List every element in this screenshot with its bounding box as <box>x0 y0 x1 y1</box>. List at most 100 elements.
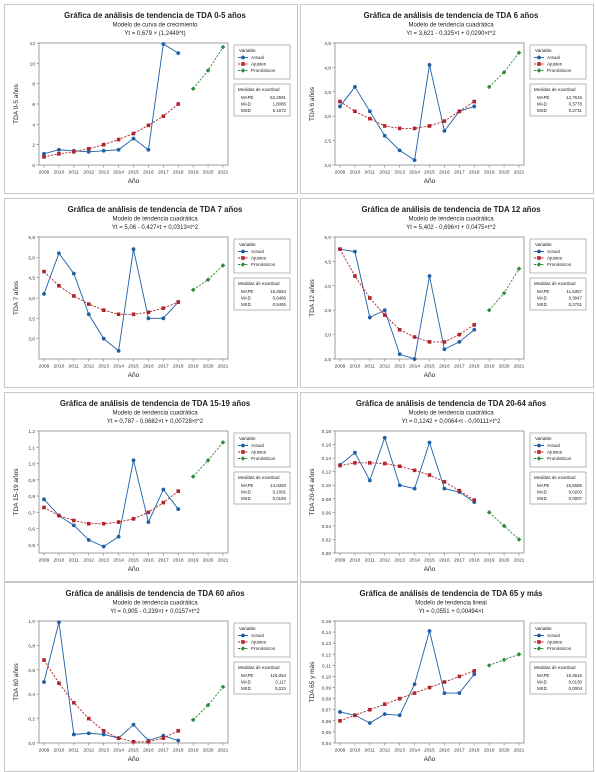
x-tick-label: 2014 <box>113 170 124 176</box>
x-tick-label: 2021 <box>514 364 525 370</box>
chart-panel: Gráfica de análisis de tendencia de TDA … <box>300 392 594 582</box>
accuracy-measures: Medidas de exactitud MAPE 14,0383 MAD 0,1001… <box>233 471 291 505</box>
y-tick-label: 0,04 <box>322 524 332 530</box>
y-tick-label: 2,0 <box>324 163 331 169</box>
data-point <box>412 691 417 695</box>
data-point <box>412 357 417 361</box>
data-point <box>353 249 357 254</box>
model-equation: Yt = 0,679 × (1,2449^t) <box>124 31 185 37</box>
x-tick-label: 2013 <box>98 748 109 754</box>
data-point <box>427 473 432 477</box>
accuracy-metric: MAD <box>241 102 251 107</box>
x-tick-label: 2015 <box>128 748 139 754</box>
x-tick-label: 2020 <box>499 364 510 370</box>
accuracy-frame <box>233 661 291 695</box>
data-point <box>42 292 46 296</box>
fits-series <box>42 102 181 159</box>
x-tick-label: 2018 <box>469 748 480 754</box>
series-line <box>43 103 179 158</box>
legend-item-label: Pronósticos <box>251 456 276 461</box>
data-point <box>472 672 477 677</box>
y-tick-label: 4,0 <box>28 296 35 302</box>
legend-marker <box>241 633 245 638</box>
data-point <box>101 521 106 526</box>
x-tick-label: 2016 <box>439 364 450 370</box>
x-tick-label: 2014 <box>409 170 420 176</box>
actual-series <box>338 435 477 505</box>
x-tick-label: 2013 <box>394 558 405 564</box>
x-tick-label: 2021 <box>218 170 229 176</box>
data-point <box>442 680 447 684</box>
x-axis-label: Año <box>128 756 140 763</box>
data-point <box>190 86 196 92</box>
x-tick-label: 2014 <box>113 364 124 370</box>
y-tick-label: 0,12 <box>322 652 332 658</box>
data-point <box>190 717 196 723</box>
data-point <box>146 147 151 152</box>
y-tick-label: 0,06 <box>322 719 332 725</box>
y-axis-label: TDA 20-64 años <box>309 468 316 516</box>
y-tick-label: 5,0 <box>324 235 331 241</box>
actual-series <box>338 629 477 725</box>
data-point <box>116 534 121 539</box>
data-point <box>57 251 61 256</box>
data-point <box>131 131 136 136</box>
accuracy-metric: MAD <box>537 102 547 107</box>
data-point <box>71 523 76 528</box>
x-tick-label: 2012 <box>379 748 390 754</box>
data-point <box>338 247 342 251</box>
x-tick-label: 2011 <box>69 748 80 754</box>
data-point <box>190 474 196 479</box>
x-tick-label: 2010 <box>350 364 361 370</box>
series-line <box>192 686 224 721</box>
x-tick-label: 2014 <box>113 748 124 754</box>
accuracy-title: Medidas de exactitud <box>238 665 280 670</box>
data-point <box>86 149 91 154</box>
chart-title: Gráfica de análisis de tendencia de TDA … <box>361 205 541 214</box>
data-point <box>57 681 61 686</box>
chart-subtitle: Modelo de tendencia cuadrática <box>112 217 198 223</box>
x-tick-label: 2017 <box>158 170 169 176</box>
series-line <box>339 248 475 343</box>
fits-series <box>338 99 477 131</box>
chart-panel: Gráfica de análisis de tendencia de TDA … <box>300 4 594 194</box>
x-tick-label: 2012 <box>83 748 94 754</box>
data-point <box>101 544 106 549</box>
data-point <box>116 137 121 142</box>
data-point <box>161 500 166 505</box>
y-tick-label: 0,08 <box>322 697 332 703</box>
y-tick-label: 1,2 <box>28 429 35 435</box>
data-point <box>72 518 76 523</box>
x-tick-label: 2009 <box>39 364 50 370</box>
data-point <box>161 306 166 310</box>
accuracy-value: 0,1001 <box>273 490 287 495</box>
data-point <box>367 315 372 320</box>
data-point <box>442 480 447 484</box>
data-point <box>116 348 121 353</box>
fits-series <box>42 269 181 317</box>
legend-marker <box>241 249 245 254</box>
x-tick-label: 2020 <box>499 558 510 564</box>
trend-chart: Gráfica de análisis de tendencia de TDA … <box>13 589 291 763</box>
legend-item-label: Ajustes <box>251 450 267 455</box>
x-tick-label: 2011 <box>365 558 376 564</box>
accuracy-metric: MAPE <box>241 95 254 100</box>
legend-frame <box>233 622 291 658</box>
y-tick-label: 4,5 <box>324 259 331 265</box>
chart-panel: Gráfica de análisis de tendencia de TDA … <box>300 198 594 388</box>
x-tick-label: 2012 <box>83 364 94 370</box>
data-point <box>338 99 342 104</box>
accuracy-metric: MSD <box>241 686 251 691</box>
legend-marker <box>537 640 541 644</box>
y-tick-label: 2,5 <box>324 139 331 145</box>
y-tick-label: 0,2 <box>28 717 35 723</box>
series-line <box>339 248 475 360</box>
x-tick-label: 2017 <box>454 558 465 564</box>
x-tick-label: 2013 <box>98 558 109 564</box>
y-tick-label: 1,0 <box>28 462 35 468</box>
x-tick-label: 2017 <box>454 364 465 370</box>
x-tick-label: 2012 <box>379 558 390 564</box>
y-tick-label: 0,10 <box>322 674 332 680</box>
trend-chart: Gráfica de análisis de tendencia de TDA … <box>13 11 291 185</box>
legend-frame <box>233 44 291 80</box>
